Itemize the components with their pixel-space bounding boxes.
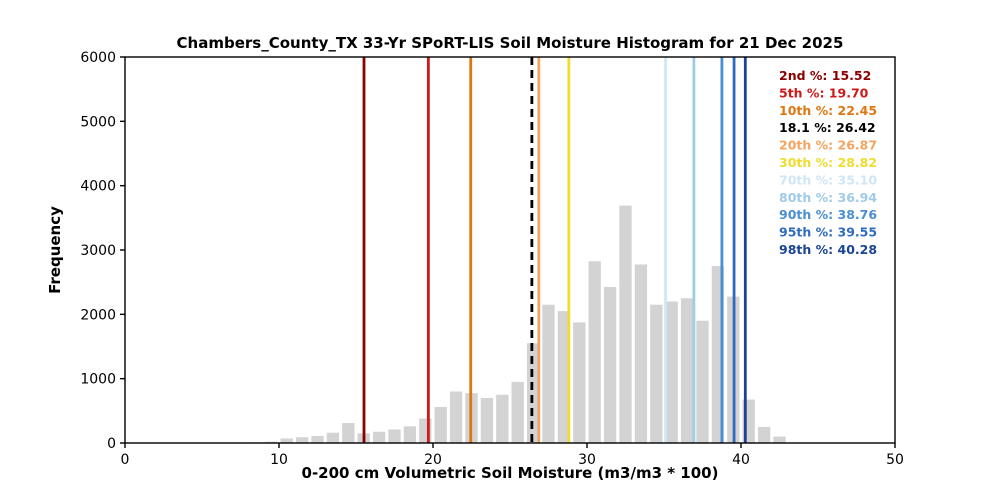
histogram-bar bbox=[403, 426, 417, 443]
histogram-bar bbox=[388, 429, 401, 443]
y-tick-label: 1000 bbox=[80, 372, 116, 388]
x-tick-label: 0 bbox=[121, 452, 130, 468]
histogram-bar bbox=[588, 261, 601, 443]
histogram-bar bbox=[511, 381, 524, 443]
legend-entry-2nd: 2nd %: 15.52 bbox=[779, 68, 871, 83]
legend-entry-18-1: 18.1 %: 26.42 bbox=[779, 120, 876, 135]
histogram-bar bbox=[619, 205, 632, 443]
legend-entry-90th: 90th %: 38.76 bbox=[779, 207, 877, 222]
legend-entry-20th: 20th %: 26.87 bbox=[779, 138, 877, 153]
histogram-bar bbox=[557, 311, 571, 443]
histogram-bar bbox=[573, 322, 586, 443]
histogram-bar bbox=[326, 432, 340, 443]
histogram-bar bbox=[665, 301, 678, 443]
histogram-bar bbox=[295, 437, 309, 443]
legend-entry-70th: 70th %: 35.10 bbox=[779, 172, 877, 187]
legend-entry-95th: 95th %: 39.55 bbox=[779, 225, 877, 240]
y-axis-label: Frequency bbox=[46, 206, 64, 294]
histogram-bar bbox=[634, 264, 648, 443]
x-tick-label: 30 bbox=[578, 452, 596, 468]
legend-entry-5th: 5th %: 19.70 bbox=[779, 85, 869, 100]
histogram-bar bbox=[311, 435, 324, 443]
y-tick-label: 5000 bbox=[80, 114, 116, 130]
histogram-bar bbox=[280, 438, 293, 443]
histogram-bar bbox=[434, 406, 447, 443]
chart-title: Chambers_County_TX 33-Yr SPoRT-LIS Soil … bbox=[176, 34, 844, 52]
histogram-bar bbox=[342, 423, 355, 443]
histogram-bar bbox=[650, 304, 663, 443]
histogram-bar bbox=[372, 431, 386, 443]
histogram-bar bbox=[680, 298, 694, 443]
y-tick-label: 6000 bbox=[80, 50, 116, 66]
x-tick-label: 20 bbox=[424, 452, 442, 468]
y-tick-label: 0 bbox=[107, 436, 116, 452]
legend-entry-80th: 80th %: 36.94 bbox=[779, 190, 877, 205]
y-tick-label: 2000 bbox=[80, 307, 116, 323]
x-tick-label: 40 bbox=[732, 452, 750, 468]
histogram-bar bbox=[603, 286, 617, 443]
histogram-bar bbox=[542, 304, 555, 443]
histogram-bar bbox=[480, 397, 494, 443]
histogram-bar bbox=[449, 391, 463, 443]
x-tick-label: 10 bbox=[270, 452, 288, 468]
histogram-bar bbox=[757, 426, 771, 443]
histogram-bar bbox=[696, 320, 709, 443]
legend-entry-10th: 10th %: 22.45 bbox=[779, 103, 877, 118]
y-tick-label: 3000 bbox=[80, 243, 116, 259]
x-axis-label: 0-200 cm Volumetric Soil Moisture (m3/m3… bbox=[301, 464, 719, 482]
histogram-bar bbox=[526, 343, 540, 443]
histogram-bar bbox=[773, 436, 786, 443]
y-tick-label: 4000 bbox=[80, 179, 116, 195]
legend-entry-30th: 30th %: 28.82 bbox=[779, 155, 877, 170]
legend-entry-98th: 98th %: 40.28 bbox=[779, 242, 877, 257]
x-tick-label: 50 bbox=[886, 452, 904, 468]
histogram-bar bbox=[496, 394, 509, 443]
